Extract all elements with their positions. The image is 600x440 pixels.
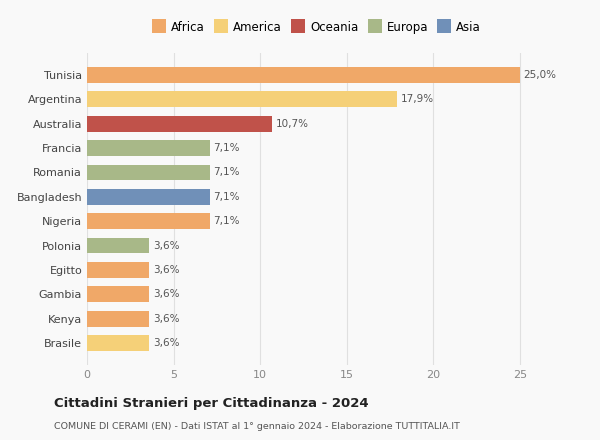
Bar	[87, 140, 210, 156]
Bar	[87, 92, 397, 107]
Text: 3,6%: 3,6%	[153, 241, 179, 250]
Text: 10,7%: 10,7%	[276, 119, 309, 128]
Text: 3,6%: 3,6%	[153, 338, 179, 348]
Bar	[87, 189, 210, 205]
Text: 7,1%: 7,1%	[214, 143, 240, 153]
Text: Cittadini Stranieri per Cittadinanza - 2024: Cittadini Stranieri per Cittadinanza - 2…	[54, 397, 368, 410]
Text: 3,6%: 3,6%	[153, 290, 179, 299]
Legend: Africa, America, Oceania, Europa, Asia: Africa, America, Oceania, Europa, Asia	[152, 21, 481, 34]
Bar	[87, 311, 149, 326]
Text: 25,0%: 25,0%	[523, 70, 556, 80]
Text: COMUNE DI CERAMI (EN) - Dati ISTAT al 1° gennaio 2024 - Elaborazione TUTTITALIA.: COMUNE DI CERAMI (EN) - Dati ISTAT al 1°…	[54, 422, 460, 431]
Bar	[87, 238, 149, 253]
Text: 7,1%: 7,1%	[214, 192, 240, 202]
Text: 17,9%: 17,9%	[401, 94, 434, 104]
Bar	[87, 67, 520, 83]
Bar	[87, 335, 149, 351]
Text: 7,1%: 7,1%	[214, 216, 240, 226]
Bar	[87, 286, 149, 302]
Bar	[87, 116, 272, 132]
Text: 3,6%: 3,6%	[153, 265, 179, 275]
Text: 3,6%: 3,6%	[153, 314, 179, 324]
Bar	[87, 213, 210, 229]
Text: 7,1%: 7,1%	[214, 168, 240, 177]
Bar	[87, 262, 149, 278]
Bar	[87, 165, 210, 180]
